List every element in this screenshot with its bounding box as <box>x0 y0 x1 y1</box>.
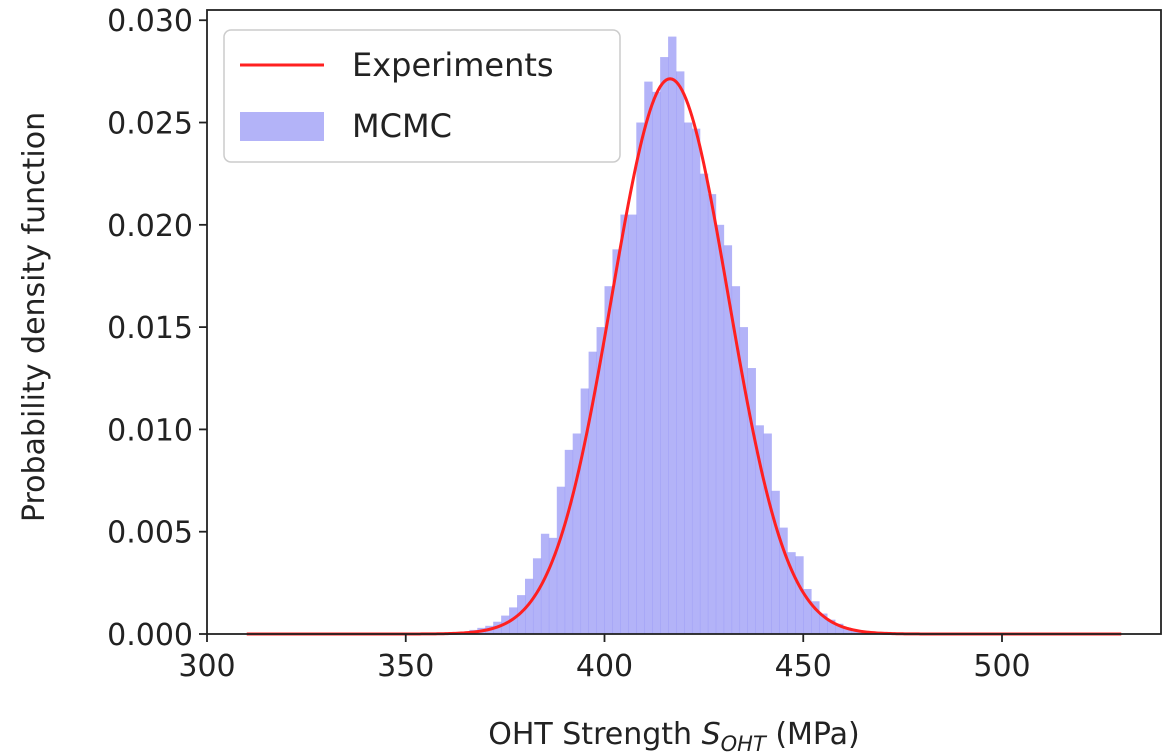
histogram-bar <box>620 214 629 634</box>
histogram-bar <box>795 556 804 634</box>
x-tick-label: 350 <box>377 649 434 684</box>
histogram-bar <box>612 249 621 634</box>
x-axis-ticks: 300 350 400 450 500 <box>178 634 1031 684</box>
legend-label-mcmc: MCMC <box>352 107 452 145</box>
histogram-bar <box>707 194 717 634</box>
histogram-bar <box>660 57 669 635</box>
histogram-bar <box>787 552 796 634</box>
histogram-bar <box>803 588 812 634</box>
histogram-bar <box>548 537 558 634</box>
histogram-bar <box>691 128 701 634</box>
histogram-bar <box>572 433 582 634</box>
histogram-bar <box>628 214 637 634</box>
histogram-bar <box>668 36 677 635</box>
histogram-bar <box>564 449 574 634</box>
histogram-bar <box>715 224 725 634</box>
histogram-bar <box>843 627 852 634</box>
legend: Experiments MCMC <box>223 29 621 163</box>
x-axis-label-prefix: OHT Strength <box>488 717 701 752</box>
x-axis-label-suffix: (MPa) <box>766 717 860 752</box>
histogram-bar <box>731 286 741 634</box>
histogram-bar <box>652 91 661 635</box>
histogram-bar <box>819 613 828 634</box>
legend-swatch-mcmc <box>240 112 324 141</box>
histogram-bar <box>827 619 836 634</box>
histogram-bar <box>525 578 534 634</box>
y-tick-label: 0.015 <box>107 311 193 346</box>
x-axis-label: OHT Strength SOHT (MPa) <box>488 717 860 754</box>
histogram-bar <box>747 368 756 634</box>
x-axis-label-subscript: OHT <box>721 732 768 754</box>
x-tick-label: 500 <box>973 649 1030 684</box>
histogram-bar <box>556 486 566 634</box>
y-tick-label: 0.030 <box>107 4 193 39</box>
plot-frame <box>206 9 1162 635</box>
histogram-bar <box>835 623 844 634</box>
histogram-bar <box>532 558 542 634</box>
histogram-bars <box>461 36 892 635</box>
x-tick-label: 400 <box>576 649 633 684</box>
histogram-bar <box>644 81 653 635</box>
x-tick-label: 300 <box>178 649 235 684</box>
y-tick-label: 0.000 <box>107 618 193 653</box>
histogram-bar <box>540 533 550 634</box>
histogram-bar <box>723 245 733 634</box>
x-axis-label-symbol: S <box>702 717 721 752</box>
histogram-bar <box>779 527 788 634</box>
y-tick-label: 0.025 <box>107 107 193 142</box>
y-axis-label: Probability density function <box>17 112 52 522</box>
x-tick-label: 450 <box>775 649 832 684</box>
histogram-bar <box>699 173 709 635</box>
histogram-bar <box>580 388 589 634</box>
histogram-bar <box>850 629 860 634</box>
histogram-bar <box>739 327 748 634</box>
legend-label-experiments: Experiments <box>352 46 554 84</box>
histogram-bar <box>676 71 685 634</box>
y-axis-ticks: 0.000 0.005 0.010 0.015 0.020 0.025 0.030 <box>107 4 207 653</box>
histogram-bar <box>636 122 645 635</box>
histogram-bar <box>588 351 597 634</box>
y-tick-label: 0.005 <box>107 516 193 551</box>
histogram-bar <box>517 595 526 634</box>
histogram-bar <box>811 601 820 634</box>
histogram-bar <box>763 433 772 634</box>
histogram-bar <box>509 607 518 634</box>
histogram-bar <box>755 425 764 634</box>
y-tick-label: 0.010 <box>107 413 193 448</box>
y-tick-label: 0.020 <box>107 209 193 244</box>
histogram-bar <box>596 327 605 634</box>
histogram-bar <box>684 122 693 635</box>
histogram-bar <box>604 286 613 634</box>
histogram-bar <box>771 490 780 634</box>
